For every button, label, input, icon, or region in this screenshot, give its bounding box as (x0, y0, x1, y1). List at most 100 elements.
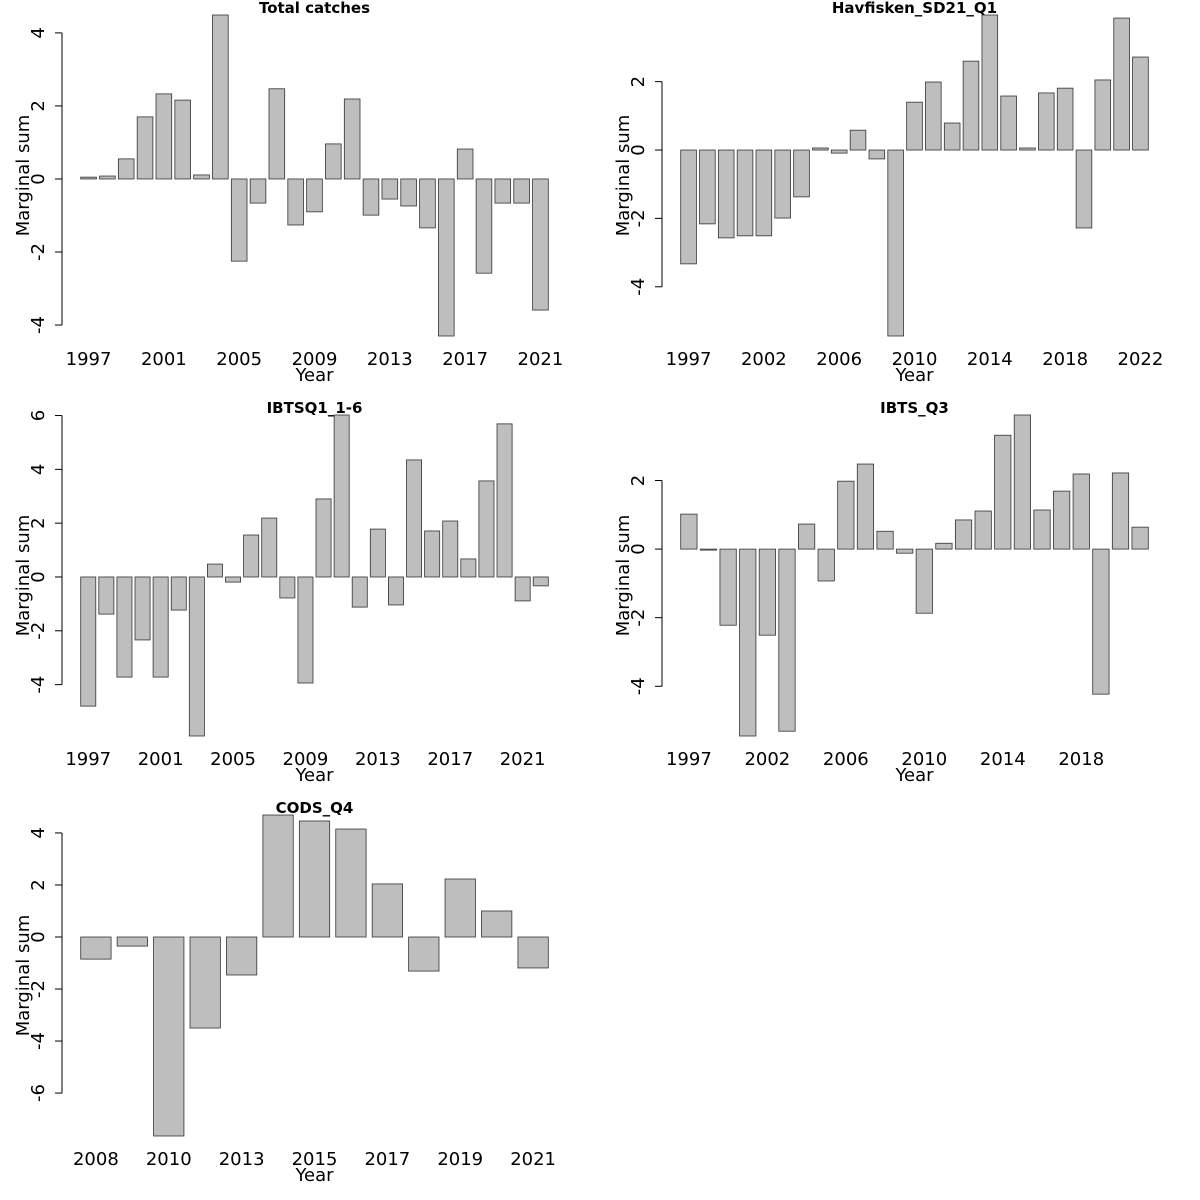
bar (212, 14, 229, 180)
bar (174, 99, 191, 180)
bar (287, 178, 304, 226)
x-tick-label: 2010 (146, 1149, 192, 1170)
y-tick-label: 4 (28, 827, 49, 838)
bar (1075, 149, 1093, 229)
y-tick-label: 2 (628, 76, 649, 87)
bar (849, 129, 867, 151)
x-axis-label: Year (294, 365, 334, 386)
bar (935, 542, 953, 550)
bar (444, 878, 476, 938)
bar (1092, 548, 1110, 695)
x-tick-label: 2008 (73, 1149, 119, 1170)
y-tick-label: -4 (28, 1032, 49, 1050)
bar (226, 936, 258, 976)
bar (230, 178, 248, 262)
bar (758, 548, 776, 636)
y-tick-label: -4 (628, 278, 649, 296)
y-tick-label: -4 (28, 676, 49, 694)
y-tick-label: 0 (28, 571, 49, 582)
bar (876, 530, 894, 550)
bar (381, 178, 399, 200)
x-tick-label: 2015 (292, 1149, 338, 1170)
y-tick-label: -2 (28, 622, 49, 640)
bar (494, 178, 512, 204)
y-axis-label: Marginal sum (13, 515, 34, 637)
bar (962, 60, 980, 151)
chart-title: CODS_Q4 (276, 799, 354, 817)
bar (793, 149, 810, 198)
bar (513, 178, 530, 204)
bar (830, 149, 848, 154)
x-tick-label: 1997 (66, 349, 112, 370)
bar (325, 143, 342, 180)
bar (261, 517, 278, 578)
chart-title: Total catches (259, 0, 370, 17)
bar (371, 883, 403, 938)
y-tick-label: -6 (28, 1084, 49, 1102)
y-tick-label: 4 (28, 27, 49, 38)
x-tick-label: 2010 (892, 349, 938, 370)
panel: IBTSQ1_1-6 Year Marginal sum -4 -2 0 2 4 6 1997 20… (13, 399, 549, 786)
bar (333, 414, 350, 578)
bar (717, 149, 735, 239)
bar (1053, 490, 1071, 550)
bar (837, 480, 855, 550)
y-axis-label: Marginal sum (613, 515, 634, 637)
y-tick-label: 0 (628, 543, 649, 554)
bar (481, 910, 513, 938)
bar (906, 101, 923, 151)
bar (362, 178, 380, 216)
bar (994, 434, 1012, 550)
x-tick-label: 1997 (666, 749, 712, 770)
bar (475, 178, 493, 274)
bar (116, 576, 133, 678)
y-tick-label: -2 (28, 980, 49, 998)
y-tick-label: -2 (628, 209, 649, 227)
y-axis-label: Marginal sum (13, 915, 34, 1037)
bar (478, 480, 495, 578)
bar (868, 149, 886, 160)
bar (514, 576, 531, 602)
x-tick-label: 2009 (283, 749, 329, 770)
y-tick-label: 2 (28, 100, 49, 111)
bar (517, 936, 549, 969)
y-tick-label: 6 (28, 410, 49, 421)
x-tick-label: 2005 (216, 349, 262, 370)
bar (1019, 147, 1036, 151)
bar (262, 814, 294, 938)
y-axis-label: Marginal sum (13, 115, 34, 237)
bar (887, 149, 904, 337)
bar (335, 828, 367, 938)
panel: IBTS_Q3 Year Marginal sum -4 -2 0 2 1997 2002 200… (613, 399, 1149, 786)
bar (1000, 95, 1017, 151)
bar (99, 175, 116, 180)
bar (419, 178, 436, 229)
x-tick-label: 2017 (442, 349, 488, 370)
chart-title: IBTS_Q3 (880, 399, 949, 417)
x-tick-label: 2013 (355, 749, 401, 770)
bar (207, 563, 223, 578)
bar (155, 93, 173, 180)
bar (1111, 472, 1130, 550)
y-tick-label: 0 (628, 144, 649, 155)
y-tick-label: -4 (628, 677, 649, 695)
bar (496, 423, 513, 578)
bar (925, 81, 942, 151)
bar (1132, 56, 1149, 151)
bar (438, 178, 455, 337)
x-tick-label: 2021 (518, 349, 564, 370)
bar (116, 936, 148, 947)
chart-title: IBTSQ1_1-6 (267, 399, 363, 417)
x-tick-label: 2002 (744, 749, 790, 770)
bar (268, 88, 286, 180)
bar (297, 576, 314, 684)
x-tick-label: 2001 (141, 349, 187, 370)
bar (98, 576, 115, 615)
bar (152, 576, 169, 678)
bar (170, 576, 187, 611)
bar (755, 149, 773, 237)
bar (739, 548, 757, 737)
bar (400, 178, 417, 207)
x-tick-label: 2009 (292, 349, 338, 370)
